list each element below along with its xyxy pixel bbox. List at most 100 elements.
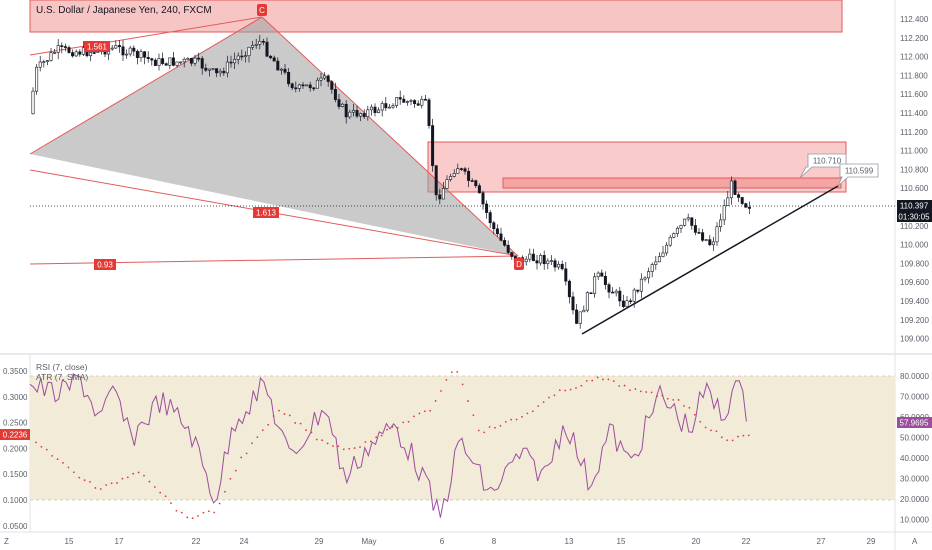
candle-body (632, 289, 636, 302)
ratio-1613-label: 1.613 (256, 209, 277, 218)
atr-dot (558, 389, 561, 392)
candle-body (229, 61, 233, 64)
atr-dot (531, 410, 534, 413)
candle-body (510, 252, 514, 257)
atr-dot (197, 515, 199, 517)
candle-body (78, 51, 82, 55)
candle-body (585, 292, 589, 311)
candle-body (542, 255, 546, 265)
atr-dot (348, 447, 351, 450)
atr-dot (153, 486, 156, 488)
candle-body (614, 290, 618, 294)
candle-body (63, 46, 67, 48)
candle-body (272, 57, 276, 62)
candle-body (650, 264, 654, 272)
atr-dot (418, 412, 421, 415)
atr-dot (35, 441, 37, 444)
symbol-title[interactable]: U.S. Dollar / Japanese Yen, 240, FXCM (36, 5, 212, 16)
price-axis[interactable]: 112.400 112.200 112.000 111.800 111.600 111.4… (900, 15, 929, 344)
atr-dot (742, 434, 745, 437)
atr-dot (40, 445, 43, 448)
candle-body (625, 300, 629, 307)
time-axis[interactable]: 15 17 22 24 29 May 6 8 13 15 20 22 27 29 (65, 537, 876, 546)
atr-dot (299, 422, 302, 425)
atr-dot (710, 429, 712, 432)
indicator-left-axis[interactable]: 0.3500 0.3000 0.2500 0.2000 0.1500 0.1000 0.05… (3, 367, 28, 531)
atr-dot (542, 401, 545, 404)
price-tick-label: 109.200 (900, 316, 929, 325)
candle-body (690, 217, 694, 226)
candle-body (294, 87, 298, 90)
atr-tick-label: 0.3000 (3, 393, 28, 402)
time-axis-right-corner[interactable]: A (912, 537, 918, 546)
pattern-line-bc[interactable] (29, 16, 263, 155)
candle-body (315, 79, 319, 89)
candle-body (153, 59, 157, 66)
callout-2-box[interactable] (837, 163, 879, 187)
atr-dot (386, 428, 388, 431)
candle-body (657, 256, 661, 263)
candle-body (564, 268, 568, 282)
atr-dots[interactable] (35, 370, 750, 520)
atr-dot (666, 397, 669, 400)
time-tick-label: 13 (565, 537, 574, 546)
candle-body (45, 60, 49, 63)
candle-body (31, 90, 35, 115)
atr-dot (126, 476, 129, 479)
candle-body (711, 241, 715, 246)
time-tick-label: 22 (192, 537, 201, 546)
indicator-legend[interactable]: RSI (7, close) ATR (7, SMA) (36, 362, 88, 382)
atr-dot (402, 421, 405, 424)
atr-dot (596, 376, 599, 379)
atr-dot (175, 509, 178, 512)
candle-body (200, 58, 204, 69)
candle-body (164, 63, 168, 66)
candle-body (413, 100, 417, 105)
candlestick-series[interactable] (31, 35, 751, 329)
atr-dot (704, 426, 707, 429)
candle-body (204, 67, 208, 71)
candle-body (474, 180, 478, 186)
atr-dot (440, 390, 442, 392)
candle-body (319, 77, 323, 81)
candle-body (459, 168, 463, 170)
atr-dot (731, 439, 734, 442)
candle-body (243, 55, 247, 58)
candle-body (348, 111, 352, 118)
rsi-tick-label: 20.0000 (900, 495, 929, 504)
atr-dot (607, 378, 610, 381)
atr-dot (521, 415, 523, 418)
candle-body (499, 233, 503, 241)
uptrend-line[interactable] (581, 185, 839, 335)
candle-body (467, 171, 471, 181)
atr-dot (99, 488, 102, 490)
candle-body (618, 290, 622, 302)
resistance-zone-inner[interactable] (502, 177, 842, 189)
rsi-line[interactable] (29, 373, 747, 518)
candle-body (333, 89, 337, 100)
rsi-tick-label: 30.0000 (900, 475, 929, 484)
candle-body (643, 277, 647, 280)
time-tick-label: 15 (617, 537, 626, 546)
rsi-legend-label[interactable]: RSI (7, close) (36, 362, 88, 372)
candle-body (186, 58, 190, 60)
atr-dot (369, 440, 372, 443)
indicator-right-axis[interactable]: 80.000070.000060.000050.000040.000030.00… (900, 372, 929, 525)
time-tick-label: 29 (315, 537, 324, 546)
atr-dot (83, 479, 86, 482)
ratio-093-label: 0.93 (97, 261, 113, 270)
candle-body (737, 194, 741, 198)
atr-dot (229, 477, 232, 480)
time-axis-left-corner[interactable]: Z (4, 537, 9, 546)
callout-1-box[interactable] (799, 153, 847, 179)
candle-body (747, 206, 751, 209)
resistance-zone-top[interactable] (29, 0, 843, 33)
pattern-line-cd[interactable] (261, 16, 519, 257)
price-tick-label: 109.600 (900, 278, 929, 287)
price-tick-label: 109.400 (900, 297, 929, 306)
harmonic-pattern-fill[interactable] (30, 17, 518, 256)
atr-legend-label[interactable]: ATR (7, SMA) (36, 372, 89, 382)
atr-dot (218, 502, 221, 505)
candle-body (639, 278, 643, 292)
